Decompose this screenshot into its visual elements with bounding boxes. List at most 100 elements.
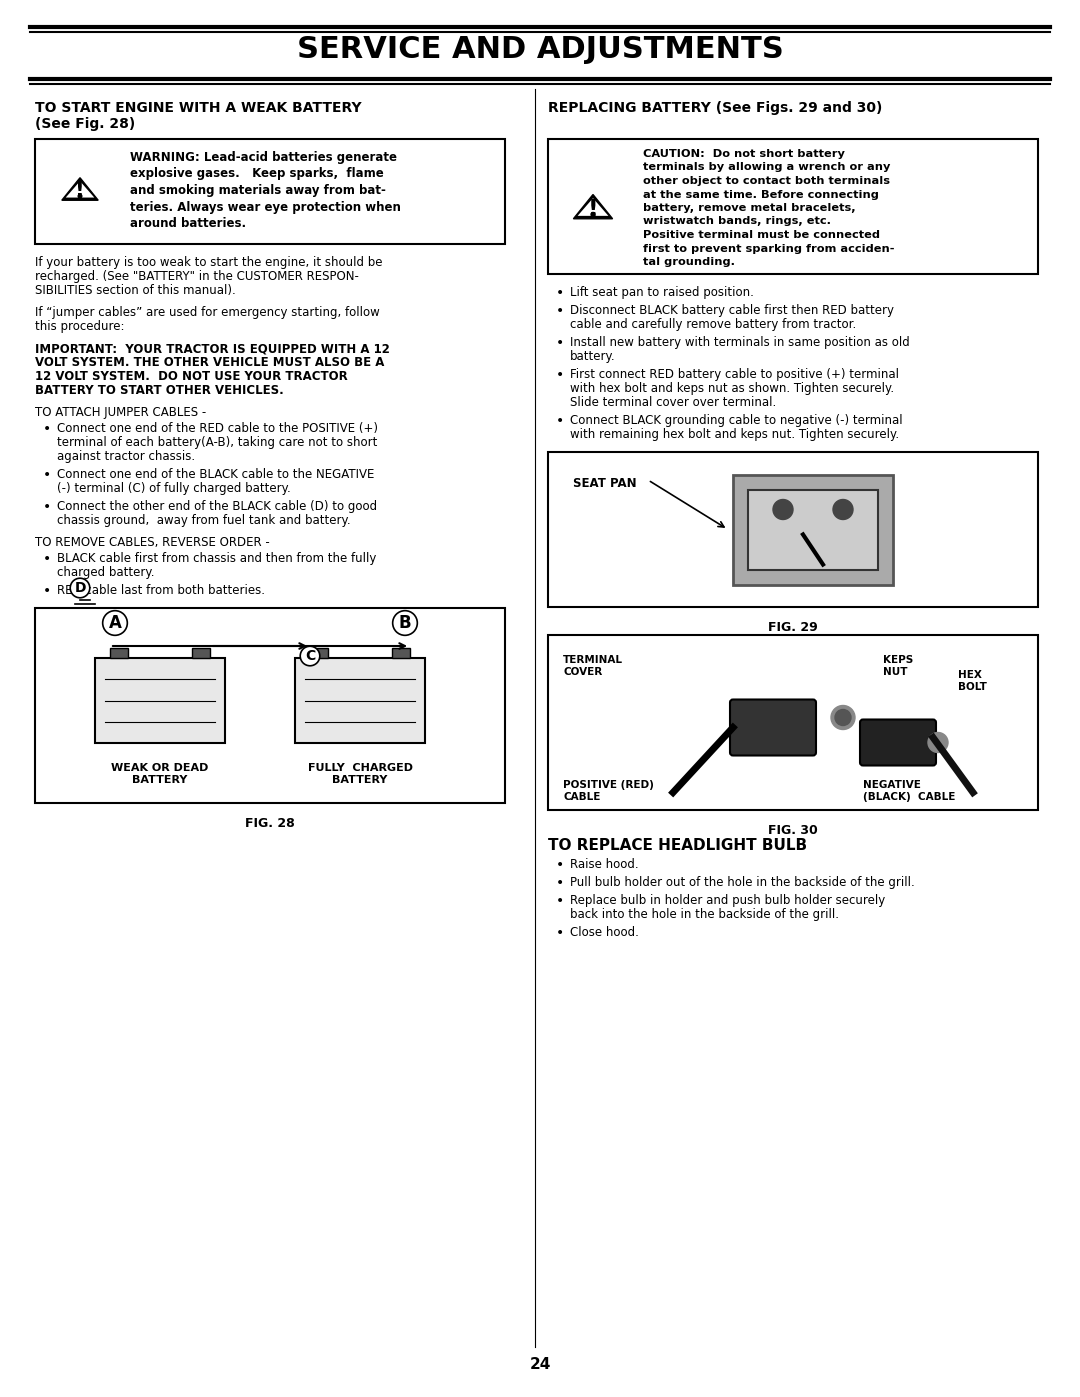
FancyBboxPatch shape [548,453,1038,608]
Text: this procedure:: this procedure: [35,320,124,332]
Circle shape [831,705,855,729]
FancyBboxPatch shape [548,636,1038,810]
Text: Close hood.: Close hood. [570,926,639,939]
Text: D: D [75,581,85,595]
Text: CAUTION:  Do not short battery: CAUTION: Do not short battery [643,149,845,159]
Text: SEAT PAN: SEAT PAN [573,476,636,490]
Text: HEX
BOLT: HEX BOLT [958,671,987,692]
Circle shape [591,212,595,217]
Text: •: • [556,926,564,940]
Text: Install new battery with terminals in same position as old: Install new battery with terminals in sa… [570,337,909,349]
Text: 24: 24 [529,1356,551,1372]
Text: KEPS
NUT: KEPS NUT [883,655,914,676]
Text: NEGATIVE
(BLACK)  CABLE: NEGATIVE (BLACK) CABLE [863,780,956,802]
Text: IMPORTANT:  YOUR TRACTOR IS EQUIPPED WITH A 12: IMPORTANT: YOUR TRACTOR IS EQUIPPED WITH… [35,342,390,355]
Text: battery, remove metal bracelets,: battery, remove metal bracelets, [643,203,855,212]
Text: BATTERY TO START OTHER VEHICLES.: BATTERY TO START OTHER VEHICLES. [35,384,284,397]
Text: battery.: battery. [570,351,616,363]
Text: FIG. 29: FIG. 29 [768,622,818,634]
FancyBboxPatch shape [730,700,816,756]
Circle shape [773,500,793,520]
Text: back into the hole in the backside of the grill.: back into the hole in the backside of th… [570,908,839,921]
Text: BLACK cable first from chassis and then from the fully: BLACK cable first from chassis and then … [57,552,376,564]
Text: Connect one end of the RED cable to the POSITIVE (+): Connect one end of the RED cable to the … [57,422,378,434]
Text: •: • [556,858,564,872]
Text: SIBILITIES section of this manual).: SIBILITIES section of this manual). [35,284,235,298]
Text: TO START ENGINE WITH A WEAK BATTERY: TO START ENGINE WITH A WEAK BATTERY [35,101,362,115]
Text: Positive terminal must be connected: Positive terminal must be connected [643,231,880,240]
Text: terminal of each battery(A-B), taking care not to short: terminal of each battery(A-B), taking ca… [57,436,377,448]
FancyBboxPatch shape [748,489,878,570]
Text: with hex bolt and keps nut as shown. Tighten securely.: with hex bolt and keps nut as shown. Tig… [570,381,894,395]
Text: •: • [43,422,51,436]
Text: Lift seat pan to raised position.: Lift seat pan to raised position. [570,286,754,299]
Text: cable and carefully remove battery from tractor.: cable and carefully remove battery from … [570,319,856,331]
FancyBboxPatch shape [733,475,893,584]
Text: •: • [556,414,564,427]
Text: •: • [43,552,51,566]
Text: with remaining hex bolt and keps nut. Tighten securely.: with remaining hex bolt and keps nut. Ti… [570,427,900,441]
Text: Connect BLACK grounding cable to negative (-) terminal: Connect BLACK grounding cable to negativ… [570,414,903,427]
Text: VOLT SYSTEM. THE OTHER VEHICLE MUST ALSO BE A: VOLT SYSTEM. THE OTHER VEHICLE MUST ALSO… [35,356,384,369]
Text: Pull bulb holder out of the hole in the backside of the grill.: Pull bulb holder out of the hole in the … [570,876,915,888]
Text: explosive gases.   Keep sparks,  flame: explosive gases. Keep sparks, flame [130,168,383,180]
Text: (-) terminal (C) of fully charged battery.: (-) terminal (C) of fully charged batter… [57,482,291,495]
Text: Raise hood.: Raise hood. [570,858,638,870]
Text: WARNING: Lead-acid batteries generate: WARNING: Lead-acid batteries generate [130,151,397,163]
Text: TO ATTACH JUMPER CABLES -: TO ATTACH JUMPER CABLES - [35,407,206,419]
Text: FULLY  CHARGED
BATTERY: FULLY CHARGED BATTERY [308,763,413,785]
Text: SERVICE AND ADJUSTMENTS: SERVICE AND ADJUSTMENTS [297,35,783,64]
Text: recharged. (See "BATTERY" in the CUSTOMER RESPON-: recharged. (See "BATTERY" in the CUSTOME… [35,270,359,284]
FancyBboxPatch shape [192,648,210,658]
Text: TO REMOVE CABLES, REVERSE ORDER -: TO REMOVE CABLES, REVERSE ORDER - [35,536,270,549]
Text: •: • [556,286,564,300]
FancyBboxPatch shape [860,719,936,766]
Text: Slide terminal cover over terminal.: Slide terminal cover over terminal. [570,395,777,409]
Text: and smoking materials away from bat-: and smoking materials away from bat- [130,184,386,197]
Text: •: • [43,468,51,482]
Text: TO REPLACE HEADLIGHT BULB: TO REPLACE HEADLIGHT BULB [548,838,807,854]
Text: (See Fig. 28): (See Fig. 28) [35,117,135,131]
Text: C: C [305,650,315,664]
Polygon shape [578,198,608,217]
FancyBboxPatch shape [95,658,225,743]
Text: tal grounding.: tal grounding. [643,257,735,267]
Text: against tractor chassis.: against tractor chassis. [57,450,195,462]
Text: TERMINAL
COVER: TERMINAL COVER [563,655,623,676]
FancyBboxPatch shape [310,648,328,658]
Text: !: ! [588,197,598,221]
FancyBboxPatch shape [35,138,505,244]
Text: !: ! [76,182,85,201]
Text: 12 VOLT SYSTEM.  DO NOT USE YOUR TRACTOR: 12 VOLT SYSTEM. DO NOT USE YOUR TRACTOR [35,370,348,383]
Text: FIG. 28: FIG. 28 [245,817,295,830]
Text: charged battery.: charged battery. [57,566,154,578]
Text: Replace bulb in holder and push bulb holder securely: Replace bulb in holder and push bulb hol… [570,894,886,907]
Text: teries. Always wear eye protection when: teries. Always wear eye protection when [130,201,401,214]
Circle shape [835,710,851,725]
Polygon shape [62,177,98,200]
Text: POSITIVE (RED)
CABLE: POSITIVE (RED) CABLE [563,780,653,802]
FancyBboxPatch shape [548,138,1038,274]
Text: •: • [43,500,51,514]
Text: WEAK OR DEAD
BATTERY: WEAK OR DEAD BATTERY [111,763,208,785]
Text: •: • [556,337,564,351]
Text: at the same time. Before connecting: at the same time. Before connecting [643,190,879,200]
Polygon shape [573,194,612,219]
Text: If your battery is too weak to start the engine, it should be: If your battery is too weak to start the… [35,256,382,270]
Text: B: B [399,615,411,631]
Text: •: • [556,894,564,908]
Text: RED cable last from both batteries.: RED cable last from both batteries. [57,584,265,597]
Text: If “jumper cables” are used for emergency starting, follow: If “jumper cables” are used for emergenc… [35,306,380,319]
Text: Connect the other end of the BLACK cable (D) to good: Connect the other end of the BLACK cable… [57,500,377,513]
FancyBboxPatch shape [295,658,426,743]
Text: first to prevent sparking from acciden-: first to prevent sparking from acciden- [643,243,894,253]
Text: First connect RED battery cable to positive (+) terminal: First connect RED battery cable to posit… [570,367,899,381]
FancyBboxPatch shape [110,648,129,658]
Text: •: • [556,367,564,381]
Circle shape [833,500,853,520]
Text: other object to contact both terminals: other object to contact both terminals [643,176,890,186]
Circle shape [78,194,82,198]
FancyBboxPatch shape [35,608,505,803]
Text: •: • [43,584,51,598]
Text: REPLACING BATTERY (See Figs. 29 and 30): REPLACING BATTERY (See Figs. 29 and 30) [548,101,882,115]
